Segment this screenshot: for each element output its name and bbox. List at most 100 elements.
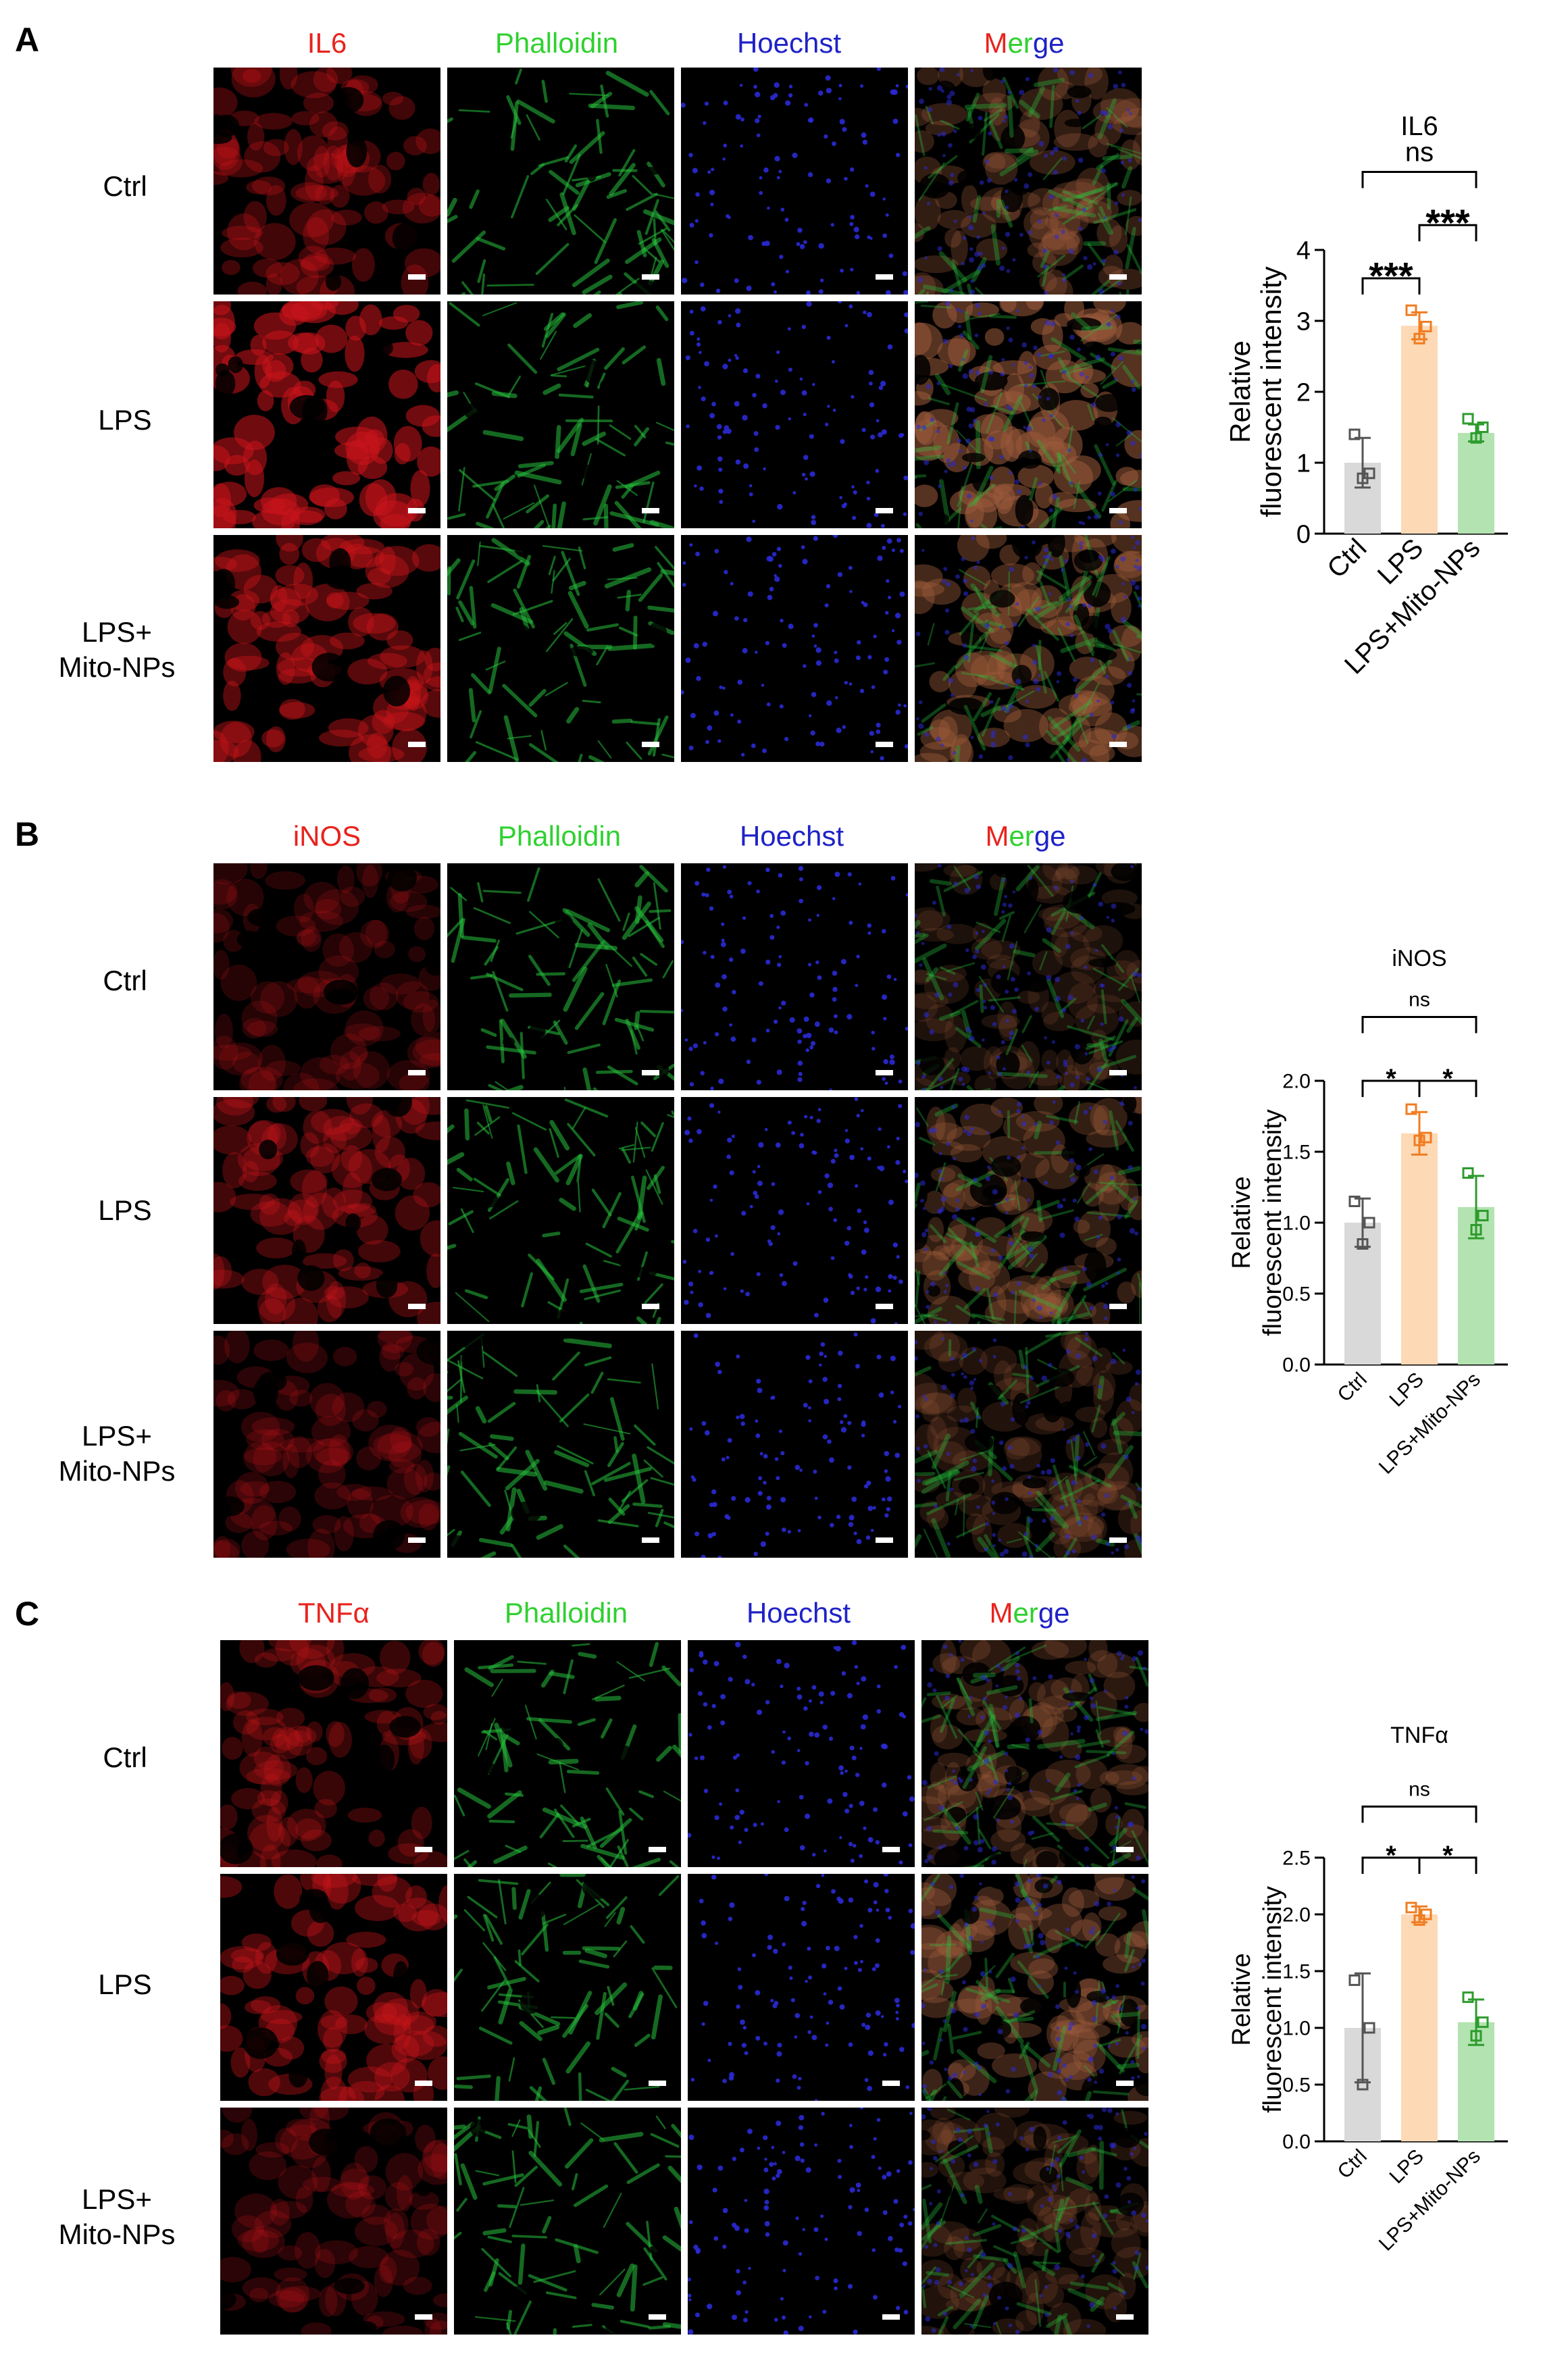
bar-2 [1458,432,1494,534]
column-header-merge: Merge [916,1597,1143,1629]
y-tick-label: 2.5 [1282,1848,1311,1870]
y-axis-label-line2: fluorescent intensity [1255,266,1287,517]
merge-letter-m: M [989,1597,1013,1629]
bar-1 [1401,1133,1438,1365]
data-point [1420,320,1432,332]
data-point [1357,1238,1369,1250]
significance-bracket [1418,1856,1477,1874]
column-header-merge: Merge [911,27,1138,59]
scale-bar [408,1304,426,1309]
scale-bar [642,742,659,747]
y-axis-label-line2: fluorescent intensity [1259,1109,1287,1336]
scale-bar [882,2081,900,2086]
micrograph-merge-row2 [915,301,1142,528]
data-point [1413,332,1425,345]
micrograph-merge-row3 [915,535,1142,762]
significance-label: *** [1369,255,1413,297]
scale-bar [876,1304,893,1309]
chart-title: iNOS [1392,946,1446,971]
row-label-ctrl: Ctrl [103,1741,147,1773]
micrograph-hoechst-row2 [681,1097,908,1324]
y-tick-label: 0.0 [1282,2131,1311,2154]
scale-bar [642,1070,659,1075]
row-label-lps: LPS [98,1968,152,2000]
micrograph-stain-row1 [213,863,440,1090]
scale-bar [882,2314,900,2320]
micrograph-phalloidin-row3 [447,535,674,762]
micrograph-hoechst-row3 [681,535,908,762]
row-label-lps: LPS [98,404,152,436]
category-label: LPS+Mito-NPs [1375,2145,1485,2256]
merge-letter-m: M [985,820,1009,852]
micrograph-hoechst-row2 [688,1874,915,2101]
data-point [1348,1974,1361,1986]
data-point [1405,304,1417,316]
y-axis-label-line2: fluorescent intensity [1259,1886,1287,2113]
scale-bar [1109,508,1127,513]
significance-label: * [1442,1064,1453,1094]
scale-bar [415,2314,432,2320]
category-label: Ctrl [1321,533,1372,584]
bar-chart-il6: IL6 0 1 2 3 4 Relative fluorescent intensity Ctr… [1189,108,1508,680]
y-tick-label: 1.5 [1282,1961,1311,1983]
significance-label: *** [1425,201,1470,244]
scale-bar [1116,2081,1134,2086]
micrograph-phalloidin-row2 [447,301,674,528]
micrograph-phalloidin-row1 [447,68,674,295]
scale-bar [876,1537,893,1543]
micrograph-phalloidin-row3 [447,1331,674,1558]
merge-letters-ge: ge [1032,27,1065,59]
significance-bracket [1361,1805,1477,1823]
scale-bar [1109,742,1127,747]
scale-bar [876,274,893,280]
micrograph-hoechst-row1 [688,1640,915,1867]
scale-bar [1116,1847,1134,1852]
significance-label: * [1442,1841,1453,1870]
significance-label: ns [1409,1778,1430,1800]
micrograph-merge-row1 [921,1640,1148,1867]
y-axis-label-line1: Relative [1228,1953,1256,2045]
y-tick-label: 0 [1296,520,1311,549]
y-axis-label-line1: Relative [1224,340,1256,443]
y-tick-label: 1.0 [1282,1213,1311,1235]
merge-letters-ge: ge [1038,1597,1070,1629]
scale-bar [408,742,426,747]
row-label-lps-mito: LPS+ Mito-NPs [58,616,176,683]
data-point [1405,1902,1417,1914]
y-tick-label: 3 [1296,307,1311,336]
merge-letters-ge: ge [1034,820,1066,852]
merge-letter-m: M [984,27,1008,59]
micrograph-merge-row2 [915,1097,1142,1324]
scale-bar [876,508,893,513]
significance-bracket [1418,1079,1477,1097]
scale-bar [882,1847,900,1852]
micrograph-stain-row1 [213,68,440,295]
data-point [1363,1217,1375,1229]
row-label-ctrl: Ctrl [103,965,147,996]
bar-chart-inos: iNOS 0.0 0.5 1.0 1.5 2.0 Relative fluorescent i… [1189,939,1508,1483]
category-label: LPS [1386,2145,1428,2188]
chart-svg: iNOS 0.0 0.5 1.0 1.5 2.0 Relative fluorescent i… [1228,946,1508,1479]
column-header-phalloidin: Phalloidin [504,1597,628,1629]
y-tick-label: 2 [1296,378,1311,407]
scale-bar [642,1304,659,1309]
data-point [1413,1914,1425,1926]
scale-bar [876,1070,893,1075]
significance-bracket [1361,171,1477,188]
category-label: Ctrl [1334,2145,1371,2183]
micrograph-phalloidin-row3 [454,2108,681,2335]
micrograph-hoechst-row1 [681,68,908,295]
data-point [1363,2022,1375,2034]
micrograph-phalloidin-row2 [454,1874,681,2101]
data-point [1348,1196,1361,1207]
scale-bar [415,1847,432,1852]
data-point [1470,1224,1482,1236]
micrograph-hoechst-row2 [681,301,908,528]
panel-letter: A [15,21,40,59]
scale-bar [1109,274,1127,280]
bar-chart-tnfa: TNFα 0.0 0.5 1.0 1.5 2.0 2.5 Relative fluorescen… [1189,1716,1508,2260]
row-label-ctrl: Ctrl [103,170,147,202]
data-point [1462,1167,1474,1179]
data-point [1357,472,1369,484]
chart-title: TNFα [1390,1723,1448,1748]
